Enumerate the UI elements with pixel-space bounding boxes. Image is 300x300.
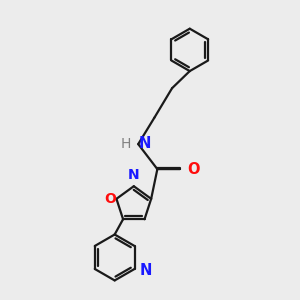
Text: N: N (128, 167, 139, 182)
Text: O: O (104, 192, 116, 206)
Text: N: N (140, 263, 152, 278)
Text: N: N (139, 136, 151, 151)
Text: O: O (188, 162, 200, 177)
Text: H: H (121, 136, 131, 151)
